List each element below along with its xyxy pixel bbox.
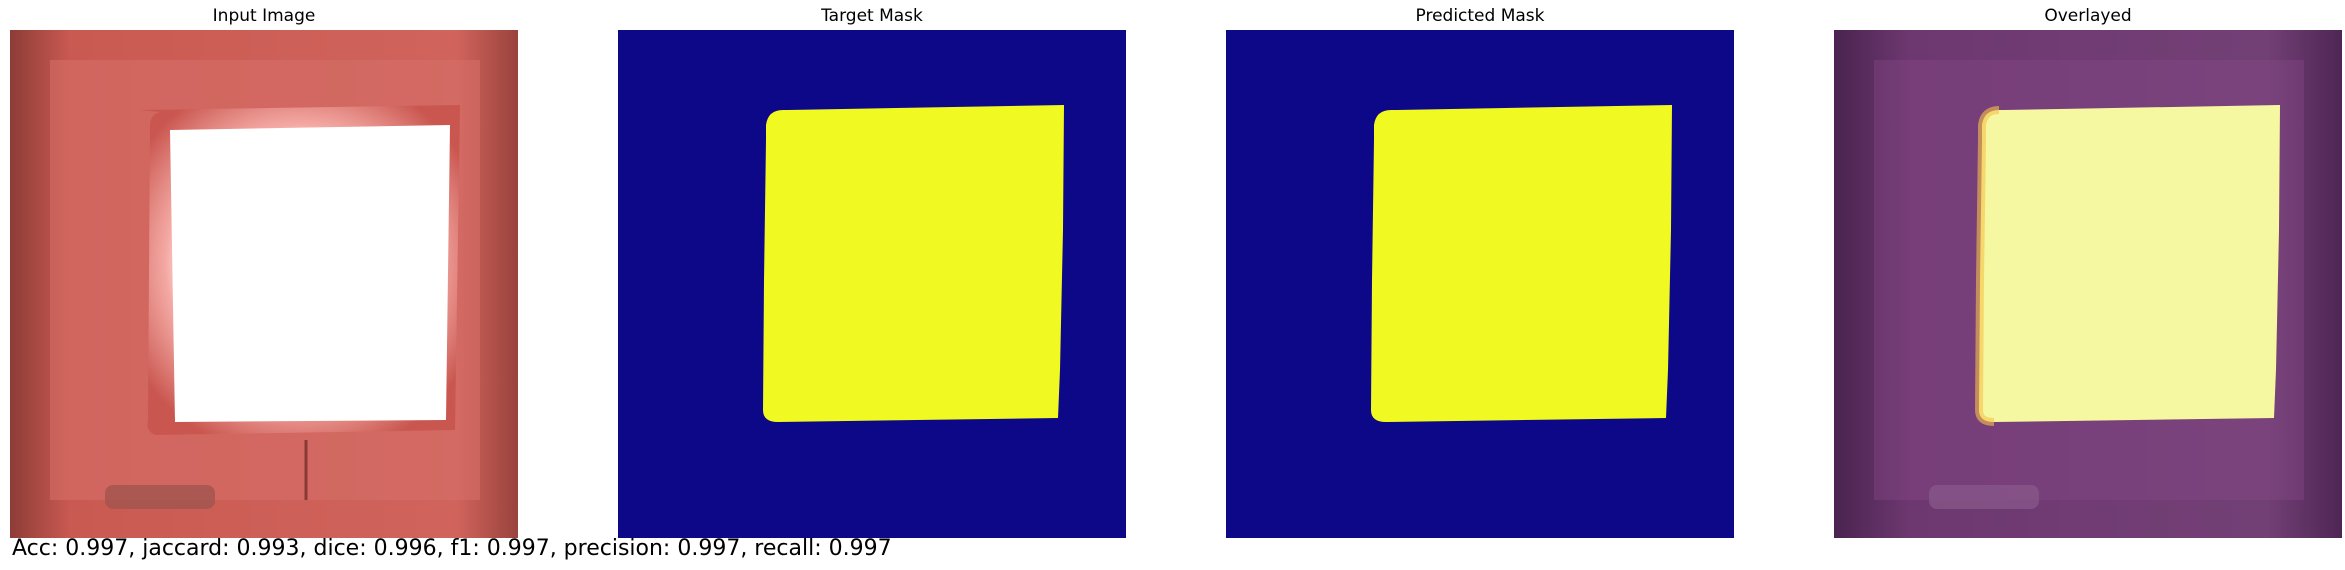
predicted-mask-title: Predicted Mask <box>1415 6 1545 26</box>
input-image <box>10 30 518 538</box>
target-mask-title: Target Mask <box>821 6 923 26</box>
metrics-text: Acc: 0.997, jaccard: 0.993, dice: 0.996,… <box>12 536 892 561</box>
target-mask-image <box>618 30 1126 538</box>
overlayed-title: Overlayed <box>2044 6 2132 26</box>
predicted-mask-image <box>1226 30 1734 538</box>
overlayed-image <box>1834 30 2342 538</box>
input-image-title: Input Image <box>212 6 316 26</box>
